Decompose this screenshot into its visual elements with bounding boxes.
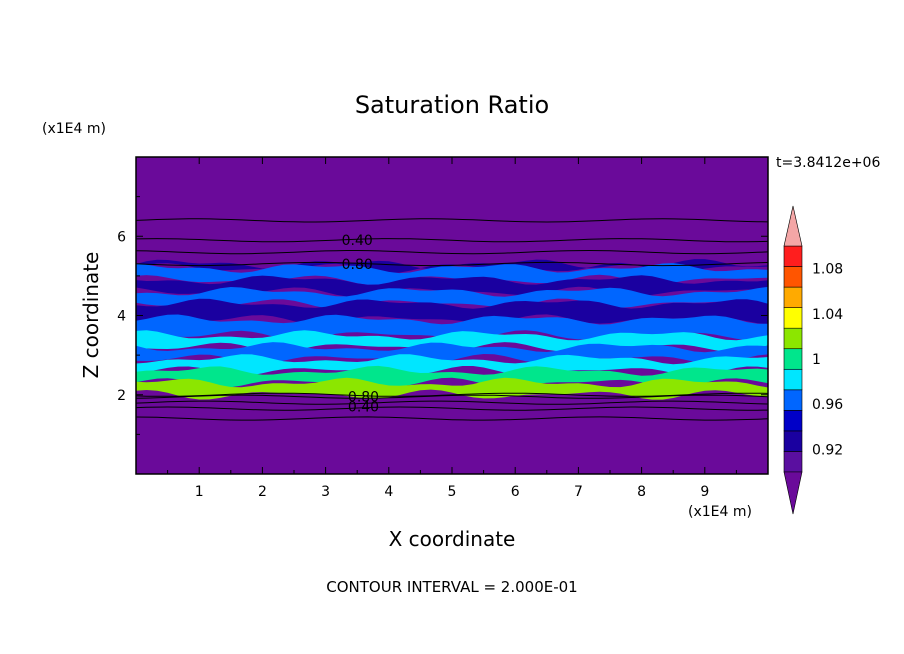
colorbar-segment	[783, 327, 803, 350]
contour-label: 0.40	[342, 233, 373, 249]
colorbar-label: 1	[812, 352, 821, 368]
chart-title: Saturation Ratio	[355, 91, 549, 119]
contour-band	[136, 377, 768, 400]
colorbar: 0.92 0.96 1 1.04 1.08	[783, 205, 843, 515]
colorbar-under-triangle	[783, 471, 803, 515]
contour-line	[136, 406, 768, 411]
colorbar-segment	[783, 430, 803, 452]
x-tick-label: 4	[384, 484, 393, 500]
x-tick-label: 8	[637, 484, 646, 500]
time-label: t=3.8412e+06	[776, 155, 880, 171]
contour-band	[136, 354, 768, 376]
x-tick-label: 2	[258, 484, 267, 500]
colorbar-over-triangle	[783, 205, 803, 247]
contour-interval-footer: CONTOUR INTERVAL = 2.000E-01	[326, 578, 577, 596]
x-unit-label: (x1E4 m)	[688, 504, 752, 520]
x-tick-label: 3	[321, 484, 330, 500]
colorbar-segment	[783, 368, 803, 391]
x-axis-ticks: 1 2 3 4 5 6 7 8 9	[167, 157, 737, 500]
contour-label-text: 0.80	[342, 257, 373, 273]
contour-band	[136, 259, 768, 273]
y-unit-label: (x1E4 m)	[42, 121, 106, 137]
colorbar-segment	[783, 266, 803, 288]
contour-line	[136, 249, 768, 255]
colorbar-segment	[783, 389, 803, 411]
colorbar-segment	[783, 348, 803, 370]
x-tick-label: 7	[574, 484, 583, 500]
y-axis-title: Z coordinate	[79, 252, 103, 379]
x-tick-label: 1	[195, 484, 204, 500]
contour-label-text: 0.80	[348, 390, 379, 406]
colorbar-label: 0.96	[812, 397, 843, 413]
colorbar-segment	[783, 307, 803, 329]
contour-lines: 0.400.800.800.40	[136, 218, 768, 421]
contour-line	[136, 394, 768, 399]
contour-band	[136, 263, 768, 285]
y-axis-ticks: 2 4 6	[117, 196, 768, 435]
contour-label: 0.80	[348, 390, 379, 406]
colorbar-segment	[783, 245, 803, 267]
colorbar-label: 1.04	[812, 307, 843, 323]
colorbar-segment	[783, 286, 803, 308]
x-tick-label: 6	[511, 484, 520, 500]
contour-label: 0.80	[342, 257, 373, 273]
y-tick-label: 2	[117, 388, 126, 404]
x-tick-label: 5	[448, 484, 457, 500]
contour-line	[136, 400, 768, 405]
colorbar-segment	[783, 410, 803, 432]
contour-band	[136, 298, 768, 325]
colorbar-label: 1.08	[812, 262, 843, 278]
colorbar-segment	[783, 451, 803, 473]
contour-band	[136, 342, 768, 364]
y-tick-label: 6	[117, 229, 126, 245]
colorbar-label: 0.92	[812, 442, 843, 458]
x-axis-title: X coordinate	[389, 527, 516, 551]
contour-line	[136, 218, 768, 223]
contour-band	[136, 286, 768, 309]
plot-area	[136, 157, 768, 474]
contour-line	[136, 261, 768, 267]
contour-label-text: 0.40	[348, 400, 379, 416]
contour-line	[136, 238, 768, 243]
contour-band	[136, 365, 768, 388]
x-tick-label: 9	[700, 484, 709, 500]
y-tick-label: 4	[117, 309, 126, 325]
contour-line	[136, 416, 768, 421]
contour-label: 0.40	[348, 400, 379, 416]
contour-label-text: 0.40	[342, 233, 373, 249]
